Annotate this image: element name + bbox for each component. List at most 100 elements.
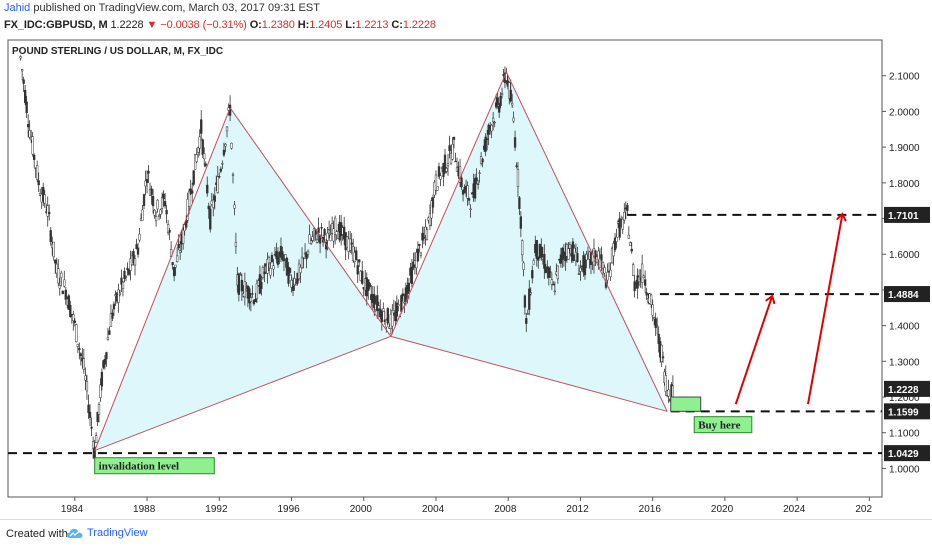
candle-body [72, 314, 75, 321]
candle-body [248, 288, 251, 304]
candle-body [550, 279, 553, 285]
candle-body [544, 268, 547, 273]
candle-body [439, 175, 442, 180]
candle-body [437, 166, 441, 177]
candle-body [531, 270, 534, 279]
candle-body [182, 229, 185, 244]
candle-body [567, 248, 570, 260]
candle-body [327, 228, 331, 231]
candle-body [609, 269, 612, 278]
candle-body [460, 177, 463, 188]
pattern-line [505, 71, 668, 412]
tradingview-logo[interactable]: TradingView [66, 527, 148, 539]
candle-body [133, 258, 137, 266]
candle-body [221, 163, 224, 165]
brand-label: TradingView [87, 527, 148, 539]
pattern-line [229, 107, 392, 337]
candle-body [466, 185, 469, 199]
candle-body [475, 177, 478, 182]
y-tick-label: 1.0000 [889, 464, 920, 475]
candle-body [61, 290, 64, 295]
pattern-line [390, 71, 507, 337]
candle-body [79, 353, 82, 357]
candle-body [492, 117, 495, 122]
footer: Created with TradingView [0, 519, 932, 551]
candle-body [135, 244, 138, 250]
buy-here-label: Buy here [698, 420, 740, 432]
candle-body [361, 270, 364, 284]
candle-body [478, 172, 481, 174]
candle-body [309, 240, 313, 244]
candle-body [263, 271, 266, 275]
x-tick-label: 2004 [422, 504, 445, 515]
candle-body [573, 247, 576, 255]
symbol-label: FX_IDC:GBPUSD, M [4, 19, 108, 31]
author-link[interactable]: Jahid [4, 2, 31, 14]
level-price-label: 1.7101 [888, 211, 919, 222]
candle-body [138, 233, 141, 241]
candle-body [326, 232, 329, 241]
candle-body [234, 242, 238, 247]
candle-body [97, 404, 101, 415]
candle-body [496, 97, 499, 106]
high-label: H: [297, 19, 310, 31]
candle-body [400, 295, 403, 312]
candle-body [225, 126, 229, 132]
candle-body [260, 281, 263, 289]
pattern-fill-bcd [390, 72, 668, 412]
candle-body [651, 304, 654, 316]
candle-body [90, 426, 93, 429]
candle-body [490, 125, 493, 132]
x-tick-label: 202 [855, 504, 872, 515]
candle-body [69, 304, 72, 317]
candle-body [216, 176, 219, 193]
candle-body [239, 274, 242, 276]
candle-body [543, 254, 546, 269]
level-price-label: 1.4884 [888, 290, 919, 301]
candle-body [454, 160, 457, 163]
candle-body [287, 266, 290, 284]
candle-body [512, 117, 515, 122]
candle-body [117, 289, 120, 303]
candle-body [511, 102, 514, 106]
candle-body [197, 147, 200, 153]
candle-body [254, 298, 257, 303]
candle-body [88, 411, 92, 418]
candle-body [186, 199, 189, 221]
candle-body [111, 312, 114, 319]
open-value: 1.2380 [261, 19, 295, 31]
candle-body [85, 381, 89, 392]
candle-body [430, 200, 433, 219]
candle-body [380, 311, 383, 323]
candle-body [549, 271, 552, 273]
candle-body [267, 257, 271, 264]
candle-body [540, 246, 543, 258]
low-label: L: [345, 19, 356, 31]
level-price-label-bg [884, 403, 930, 420]
candle-body [84, 375, 87, 381]
candle-body [650, 294, 653, 305]
buy-zone-box [670, 396, 702, 412]
candle-body [27, 124, 30, 128]
candle-body [377, 305, 380, 309]
x-tick-label: 2024 [783, 504, 806, 515]
candle-body [20, 69, 24, 72]
candle-body [308, 234, 311, 244]
candle-body [521, 240, 524, 256]
candle-body [419, 252, 423, 256]
candle-body [410, 266, 414, 284]
candle-body [401, 293, 405, 297]
candle-body [147, 170, 150, 174]
candle-body [156, 199, 159, 210]
candle-body [251, 293, 254, 295]
candle-body [458, 166, 462, 183]
candle-body [516, 169, 520, 187]
candle-body [657, 333, 660, 344]
candle-body [183, 224, 186, 232]
candle-body [537, 256, 540, 261]
candle-body [106, 337, 110, 340]
candle-body [529, 292, 532, 295]
candle-body [172, 267, 176, 277]
candle-body [525, 318, 528, 324]
